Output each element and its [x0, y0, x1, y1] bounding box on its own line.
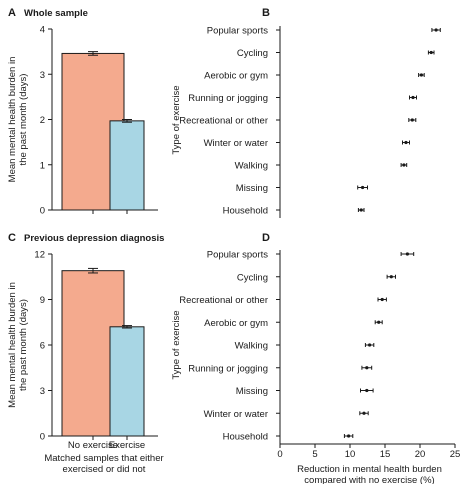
- y-tick-label: 2: [40, 115, 45, 126]
- y-tick-label: Winter or water: [204, 409, 268, 420]
- bar-exercise: [109, 326, 145, 437]
- point-running-or-jogging: [365, 366, 369, 370]
- y-tick-label: 3: [40, 386, 45, 397]
- x-tick-label: 10: [345, 449, 356, 460]
- panel-d-letter: D: [262, 232, 270, 244]
- point-popular-sports: [434, 28, 438, 32]
- y-tick-label: 1: [40, 160, 45, 171]
- y-tick-label: 0: [40, 432, 45, 443]
- y-tick-label: Walking: [235, 161, 268, 172]
- panel-b-letter: B: [262, 7, 270, 19]
- y-axis-label: Type of exercise: [171, 85, 182, 154]
- point-household: [359, 208, 363, 212]
- y-tick-label: 6: [40, 341, 45, 352]
- y-tick-label: Running or jogging: [188, 363, 268, 374]
- y-tick-label: Household: [223, 432, 268, 443]
- point-aerobic-or-gym: [419, 73, 423, 77]
- y-axis-label: the past month (days): [18, 299, 29, 391]
- x-tick-label: No exercise: [68, 440, 118, 451]
- point-winter-or-water: [362, 411, 366, 415]
- x-tick-label: 25: [450, 449, 461, 460]
- point-popular-sports: [405, 252, 409, 256]
- y-tick-label: Missing: [236, 183, 268, 194]
- point-recreational-or-other: [380, 297, 384, 302]
- y-tick-label: Recreational or other: [179, 116, 268, 127]
- y-tick-label: Cycling: [237, 272, 268, 283]
- point-missing: [365, 388, 369, 393]
- panel-c-title: Previous depression diagnosis: [24, 233, 164, 244]
- point-household: [347, 434, 351, 438]
- x-axis-label: Matched samples that either: [44, 453, 163, 464]
- y-tick-label: Aerobic or gym: [204, 318, 268, 329]
- y-tick-label: 0: [40, 206, 45, 217]
- y-tick-label: Household: [223, 206, 268, 217]
- x-tick-label: Exercise: [109, 440, 145, 451]
- y-tick-label: Walking: [235, 341, 268, 352]
- point-winter-or-water: [404, 140, 408, 145]
- y-axis-label: Mean mental health burden in: [7, 282, 18, 408]
- bar-exercise: [109, 120, 145, 211]
- point-running-or-jogging: [411, 95, 415, 100]
- x-tick-label: 20: [415, 449, 426, 460]
- y-tick-label: Popular sports: [207, 250, 269, 261]
- y-tick-label: 4: [40, 25, 45, 36]
- x-axis-label: exercised or did not: [63, 464, 146, 475]
- y-axis-label: Mean mental health burden in: [7, 57, 18, 183]
- x-axis-label: compared with no exercise (%): [304, 475, 434, 484]
- x-tick-label: 15: [380, 449, 391, 460]
- y-tick-label: Aerobic or gym: [204, 71, 268, 82]
- point-recreational-or-other: [410, 118, 414, 122]
- point-cycling: [429, 50, 433, 55]
- y-axis-label: Type of exercise: [171, 310, 182, 379]
- y-tick-label: Popular sports: [207, 26, 269, 37]
- x-tick-label: 0: [277, 449, 282, 460]
- y-tick-label: Recreational or other: [179, 295, 268, 306]
- y-tick-label: Cycling: [237, 48, 268, 59]
- panel-a-letter: A: [8, 7, 16, 19]
- x-axis-label: Reduction in mental health burden: [297, 464, 442, 475]
- point-walking: [368, 343, 372, 347]
- y-tick-label: 12: [34, 250, 45, 261]
- point-missing: [361, 185, 365, 190]
- y-tick-label: Running or jogging: [188, 93, 268, 104]
- y-tick-label: Missing: [236, 386, 268, 397]
- y-tick-label: Winter or water: [204, 138, 268, 149]
- point-walking: [402, 163, 406, 167]
- panel-c-letter: C: [8, 232, 16, 244]
- y-axis-label: the past month (days): [18, 74, 29, 166]
- panel-a-title: Whole sample: [24, 8, 88, 19]
- y-tick-label: 3: [40, 70, 45, 81]
- point-cycling: [389, 275, 393, 279]
- point-aerobic-or-gym: [377, 320, 381, 324]
- y-tick-label: 9: [40, 295, 45, 306]
- x-tick-label: 5: [312, 449, 317, 460]
